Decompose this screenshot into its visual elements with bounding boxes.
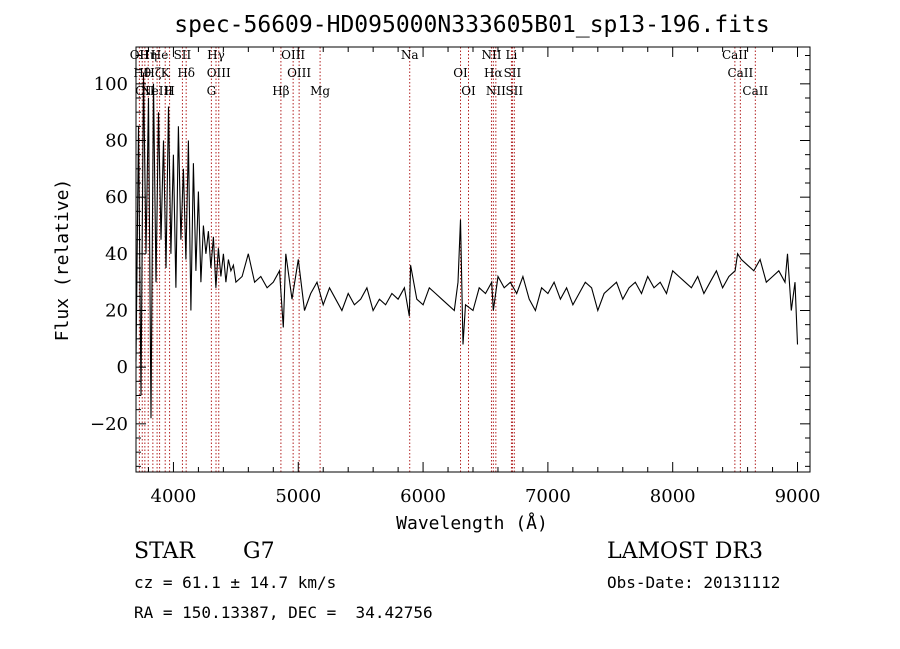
line-label-16: OIII — [287, 66, 311, 80]
y-tick-label-5: 80 — [105, 131, 128, 152]
x-tick-label-5: 9000 — [775, 486, 821, 507]
line-label-3: Hη — [139, 48, 157, 62]
y-tick-label-3: 40 — [105, 244, 128, 265]
line-label-17: Mg — [310, 84, 330, 98]
line-label-19: OI — [453, 66, 468, 80]
line-label-12: Hγ — [207, 48, 225, 62]
line-label-2: OII — [135, 84, 155, 98]
line-label-20: OI — [461, 84, 476, 98]
axis-tick-labels: 4000 5000 6000 7000 8000 9000 −20 0 20 40 60 80 100 — [90, 74, 820, 507]
line-label-29: CaII — [742, 84, 768, 98]
y-tick-label-1: 0 — [117, 357, 128, 378]
x-tick-label-0: 4000 — [151, 486, 197, 507]
line-label-15: OIII — [281, 48, 305, 62]
redshift-cz: cz = 61.1 ± 14.7 km/s — [134, 573, 337, 592]
x-tick-label-1: 5000 — [275, 486, 321, 507]
plot-frame — [135, 46, 811, 473]
chart-title: spec-56609-HD095000N333605B01_sp13-196.f… — [174, 12, 769, 38]
line-label-10: Hδ — [177, 66, 195, 80]
spectral-line-labels: OIIHθOIIHηHζNeIIIHeKHSIIHδGHγOIIIHβOIIIO… — [130, 48, 769, 98]
line-label-5: NeIII — [141, 84, 173, 98]
line-label-24: Li — [506, 48, 518, 62]
line-label-21: NII — [481, 48, 501, 62]
survey-label: LAMOST DR3 — [607, 539, 763, 564]
line-label-14: Hβ — [272, 84, 289, 98]
line-label-7: K — [161, 66, 171, 80]
x-tick-label-3: 7000 — [525, 486, 571, 507]
x-tick-label-2: 6000 — [400, 486, 446, 507]
y-axis-label: Flux (relative) — [52, 179, 73, 342]
line-label-23: NII — [486, 84, 506, 98]
line-label-22: Hα — [484, 66, 503, 80]
flux-series-line — [135, 72, 799, 419]
object-class: STAR — [134, 539, 195, 564]
y-tick-label-6: 100 — [94, 74, 128, 95]
line-label-4: Hζ — [144, 66, 161, 80]
line-label-26: SII — [505, 84, 523, 98]
spectral-line-markers — [138, 47, 756, 472]
line-label-18: Na — [401, 48, 419, 62]
y-tick-label-2: 20 — [105, 301, 128, 322]
line-label-11: G — [207, 84, 217, 98]
line-label-6: He — [151, 48, 169, 62]
x-tick-label-4: 8000 — [650, 486, 696, 507]
object-subclass: G7 — [243, 539, 275, 564]
axis-ticks — [136, 47, 810, 472]
line-label-28: CaII — [727, 66, 753, 80]
x-axis-label: Wavelength (Å) — [396, 512, 548, 534]
line-label-8: H — [164, 84, 174, 98]
ra-dec-coordinates: RA = 150.13387, DEC = 34.42756 — [134, 603, 433, 622]
line-label-13: OIII — [207, 66, 231, 80]
line-label-27: CaII — [722, 48, 748, 62]
y-tick-label-0: −20 — [90, 414, 128, 435]
y-tick-label-4: 60 — [105, 187, 128, 208]
line-label-25: SII — [504, 66, 522, 80]
line-label-9: SII — [174, 48, 192, 62]
observation-date: Obs-Date: 20131112 — [607, 573, 781, 592]
